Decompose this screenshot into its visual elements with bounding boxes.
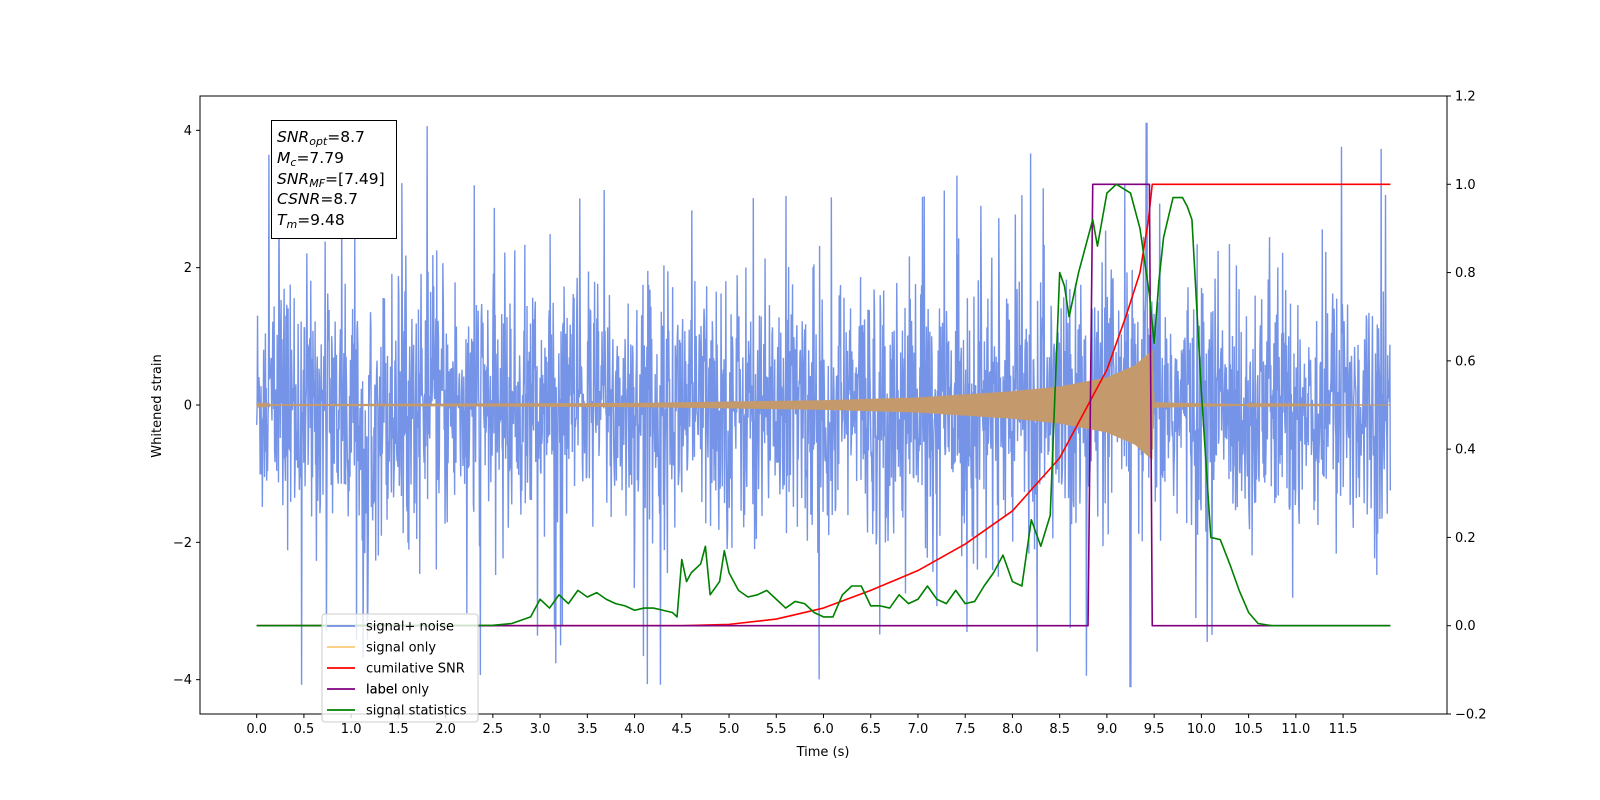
x-tick-label: 4.0 [624, 722, 645, 737]
y-right-tick-label: −0.2 [1455, 708, 1487, 723]
y-left-tick-label: 2 [184, 261, 192, 276]
y-left-axis-ticks: −4 −2 0 2 4 [173, 124, 200, 688]
x-tick-label: 9.0 [1097, 722, 1118, 737]
y-right-tick-label: 1.0 [1455, 178, 1476, 193]
series-line-signal-noise [255, 122, 1392, 688]
x-tick-label: 5.5 [766, 722, 787, 737]
csnr-row: CSNR=8.7 [277, 190, 358, 209]
x-tick-label: 7.0 [908, 722, 929, 737]
x-tick-label: 8.0 [1002, 722, 1023, 737]
legend: label only signal+ noise signal only cumila… [321, 613, 479, 723]
snr-opt-row: SNRopt=8.7 [277, 128, 365, 148]
y-right-tick-label: 0.2 [1455, 531, 1476, 546]
y-right-tick-label: 0.4 [1455, 443, 1476, 458]
x-tick-label: 0.0 [246, 722, 267, 737]
legend-label: cumilative SNR [366, 662, 465, 677]
x-tick-label: 1.5 [388, 722, 409, 737]
legend-label: signal only [366, 641, 436, 656]
y-right-tick-label: 0.8 [1455, 266, 1476, 281]
legend-label: signal statistics [366, 704, 467, 719]
y-left-tick-label: −4 [173, 673, 192, 688]
legend-label: signal+ noise [366, 620, 454, 635]
x-tick-label: 6.0 [813, 722, 834, 737]
x-tick-label: 11.0 [1281, 722, 1310, 737]
series-line-label [256, 183, 1391, 627]
x-tick-label: 4.5 [671, 722, 692, 737]
legend-label: label [366, 683, 397, 698]
x-tick-label: 7.5 [955, 722, 976, 737]
stats-annotation-box: SNRopt=8.7 Mc=7.79 SNRMF=[7.49] CSNR=8.7… [271, 120, 397, 239]
x-tick-label: 2.5 [483, 722, 504, 737]
plot-area [255, 122, 1392, 688]
series-line-cumilative-snr [256, 183, 1391, 627]
tm-row: Tm=9.48 [277, 211, 345, 232]
snr-mf-row: SNRMF=[7.49] [277, 169, 385, 190]
x-tick-label: 8.5 [1049, 722, 1070, 737]
x-tick-label: 6.5 [860, 722, 881, 737]
x-tick-label: 1.0 [341, 722, 362, 737]
x-axis-label: Time (s) [796, 745, 850, 760]
y-left-tick-label: 0 [184, 399, 192, 414]
x-tick-label: 10.5 [1234, 722, 1263, 737]
x-tick-label: 11.5 [1329, 722, 1358, 737]
legend-label-faded: label only [366, 683, 429, 698]
y-right-tick-label: 1.2 [1455, 90, 1476, 105]
y-left-tick-label: 4 [184, 124, 192, 139]
x-tick-label: 3.0 [530, 722, 551, 737]
legend-frame [321, 613, 479, 723]
y-right-axis-ticks: −0.2 0.0 0.2 0.4 0.6 0.8 1.0 1.2 [1447, 90, 1487, 723]
x-axis-ticks: 0.0 0.5 1.0 1.5 2.0 2.5 3.0 3.5 4.0 4.5 5.0 5.5 6.0 6… [246, 714, 1358, 737]
x-tick-label: 10.0 [1187, 722, 1216, 737]
x-tick-label: 5.0 [719, 722, 740, 737]
y-left-tick-label: −2 [173, 536, 192, 551]
y-right-tick-label: 0.0 [1455, 619, 1476, 634]
x-tick-label: 3.5 [577, 722, 598, 737]
mc-row: Mc=7.79 [277, 148, 344, 169]
y-right-tick-label: 0.6 [1455, 354, 1476, 369]
x-tick-label: 0.5 [294, 722, 315, 737]
x-tick-label: 9.5 [1144, 722, 1165, 737]
y-axis-label-left: Whitened strain [150, 354, 165, 457]
series-line-signal-statistics [256, 183, 1391, 627]
x-tick-label: 2.0 [435, 722, 456, 737]
